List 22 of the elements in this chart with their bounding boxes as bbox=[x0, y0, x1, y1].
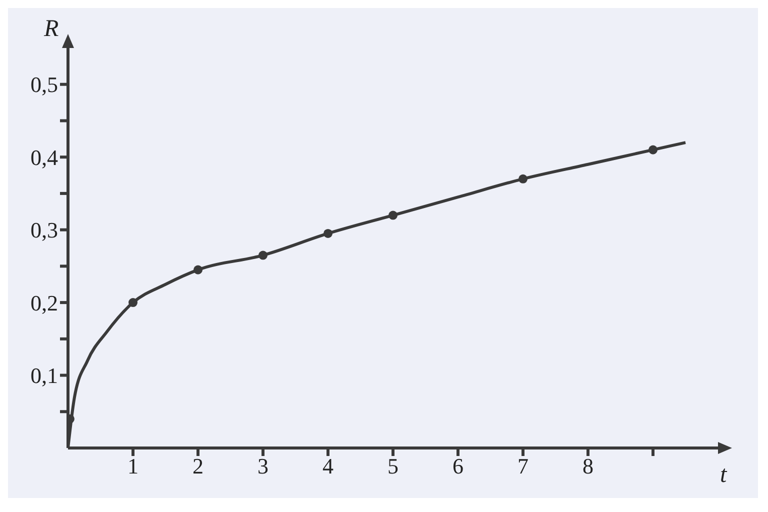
y-tick-label: 0,1 bbox=[30, 363, 58, 388]
x-tick-label: 3 bbox=[258, 454, 268, 479]
point bbox=[193, 265, 203, 274]
x-tick-label: 4 bbox=[322, 454, 334, 479]
y-tick-label: 0,4 bbox=[30, 144, 58, 170]
point bbox=[388, 210, 398, 220]
point bbox=[323, 228, 333, 238]
x-tick-label: 5 bbox=[388, 454, 398, 479]
x-tick-label: 6 bbox=[452, 454, 464, 479]
point bbox=[258, 250, 268, 260]
x-axis-title: t bbox=[720, 462, 728, 488]
y-tick-label: 0,5 bbox=[30, 72, 58, 98]
point bbox=[518, 174, 528, 184]
x-tick-label: 2 bbox=[192, 454, 204, 479]
y-tick-label: 0,2 bbox=[30, 290, 58, 316]
y-axis-title: R bbox=[43, 16, 59, 42]
x-tick-label: 7 bbox=[518, 454, 528, 479]
y-tick-label: 0,3 bbox=[30, 218, 58, 243]
x-tick-label: 8 bbox=[582, 454, 594, 479]
point bbox=[648, 145, 658, 154]
point bbox=[128, 298, 138, 308]
x-tick-label: 1 bbox=[128, 454, 138, 479]
